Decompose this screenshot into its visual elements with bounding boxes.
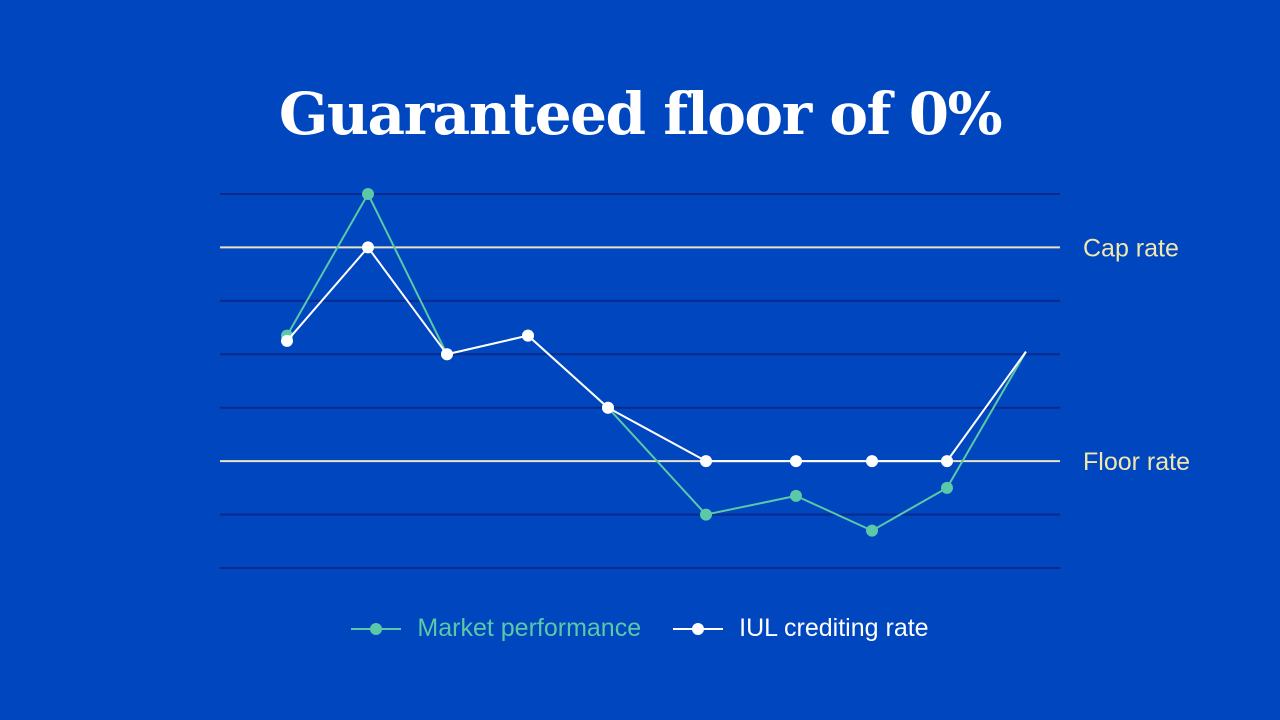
data-point-market [700,508,712,521]
chart-title: Guaranteed floor of 0% [278,80,1003,148]
series-line-market [286,193,1027,532]
legend-swatch-market [351,619,402,639]
data-point-iul [941,455,953,468]
data-point-iul [790,455,802,468]
data-point-iul [362,241,374,254]
data-point-market [941,481,953,494]
data-point-iul [602,401,614,414]
legend-item-iul: IUL crediting rate [673,614,929,643]
series-lines [281,188,1027,537]
legend-label-market: Market performance [417,614,642,642]
series-market [281,188,1027,537]
data-point-iul [522,329,534,342]
floor-rate-label: Floor rate [1083,448,1190,476]
data-point-iul [441,348,453,361]
legend-label-iul: IUL crediting rate [739,614,929,642]
series-line-iul [286,246,1027,463]
data-point-iul [700,455,712,468]
data-point-market [790,489,802,502]
legend: Market performance IUL crediting rate [0,614,1280,643]
gridlines [220,193,1060,569]
data-point-iul [866,455,878,468]
legend-swatch-iul [673,619,724,639]
series-iul [281,241,1027,468]
legend-item-market: Market performance [351,614,641,643]
data-point-iul [281,334,293,347]
data-point-market [362,188,374,200]
data-point-market [866,524,878,537]
cap-rate-label: Cap rate [1083,234,1179,262]
